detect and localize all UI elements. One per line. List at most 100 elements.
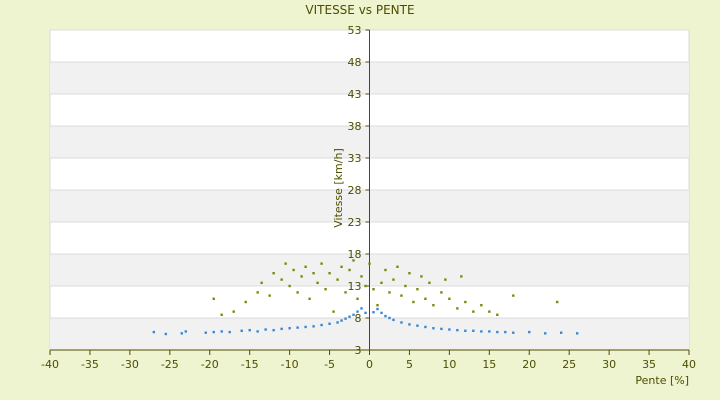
data-point-series-1 xyxy=(280,278,283,281)
x-tick-label: -15 xyxy=(241,358,259,371)
x-tick-label: -35 xyxy=(81,358,99,371)
y-tick-label: 28 xyxy=(348,184,362,197)
x-tick-label: -20 xyxy=(201,358,219,371)
data-point-series-2 xyxy=(360,307,363,310)
data-point-series-1 xyxy=(424,297,427,300)
y-tick-label: 38 xyxy=(348,120,362,133)
data-point-series-2 xyxy=(152,330,156,334)
data-point-series-1 xyxy=(464,300,467,304)
data-point-series-1 xyxy=(388,291,391,294)
x-tick-label: 25 xyxy=(562,358,576,371)
y-tick-label: 48 xyxy=(348,56,362,69)
data-point-series-2 xyxy=(424,325,427,329)
data-point-series-1 xyxy=(352,259,355,262)
data-point-series-2 xyxy=(560,331,563,334)
data-point-series-2 xyxy=(296,326,299,329)
data-point-series-1 xyxy=(232,310,235,313)
data-point-series-2 xyxy=(352,313,355,316)
data-point-series-1 xyxy=(428,281,431,284)
y-tick-label: 33 xyxy=(348,152,362,165)
x-tick-label: -25 xyxy=(161,358,179,371)
data-point-series-1 xyxy=(348,268,351,272)
data-point-series-2 xyxy=(348,315,351,318)
data-point-series-1 xyxy=(260,281,263,284)
data-point-series-2 xyxy=(448,328,451,331)
data-point-series-2 xyxy=(416,324,419,327)
data-point-series-1 xyxy=(312,272,315,275)
data-point-series-1 xyxy=(320,262,323,265)
data-point-series-2 xyxy=(440,327,443,331)
data-point-series-2 xyxy=(272,328,275,332)
data-point-series-1 xyxy=(444,278,447,281)
data-point-series-2 xyxy=(256,330,259,333)
data-point-series-1 xyxy=(368,262,371,265)
data-point-series-2 xyxy=(344,317,347,320)
data-point-series-1 xyxy=(256,291,259,294)
data-point-series-1 xyxy=(372,288,375,291)
data-point-series-2 xyxy=(312,325,315,328)
data-point-series-2 xyxy=(228,330,231,334)
data-point-series-2 xyxy=(264,328,267,331)
x-tick-label: 30 xyxy=(602,358,616,371)
x-tick-label: -40 xyxy=(41,358,59,371)
data-point-series-2 xyxy=(400,321,403,324)
data-point-series-1 xyxy=(292,268,295,272)
y-tick-label: 3 xyxy=(355,344,362,357)
data-point-series-2 xyxy=(544,332,547,335)
data-point-series-2 xyxy=(376,307,379,311)
x-tick-label: -30 xyxy=(121,358,139,371)
data-point-series-2 xyxy=(356,310,359,313)
data-point-series-2 xyxy=(340,319,343,322)
data-point-series-1 xyxy=(324,288,327,291)
data-point-series-1 xyxy=(268,294,271,297)
y-tick-label: 8 xyxy=(355,312,362,325)
data-point-series-1 xyxy=(332,310,335,313)
data-point-series-1 xyxy=(456,307,459,310)
data-point-series-1 xyxy=(384,268,387,272)
data-point-series-2 xyxy=(180,332,183,335)
data-point-series-1 xyxy=(412,300,415,304)
data-point-series-2 xyxy=(220,330,223,333)
data-point-series-1 xyxy=(396,265,399,268)
data-point-series-1 xyxy=(496,313,499,316)
data-point-series-2 xyxy=(392,318,395,322)
data-point-series-2 xyxy=(336,321,339,324)
data-point-series-2 xyxy=(372,311,375,314)
data-point-series-2 xyxy=(480,330,483,333)
data-point-series-1 xyxy=(376,304,379,307)
data-point-series-1 xyxy=(420,275,423,278)
x-tick-label: 10 xyxy=(442,358,456,371)
x-tick-label: 15 xyxy=(482,358,496,371)
data-point-series-2 xyxy=(504,330,507,334)
x-tick-label: 20 xyxy=(522,358,536,371)
data-point-series-1 xyxy=(244,300,247,304)
data-point-series-2 xyxy=(164,332,168,336)
data-point-series-1 xyxy=(308,297,311,300)
x-axis-title: Pente [%] xyxy=(635,374,689,387)
data-point-series-1 xyxy=(272,272,275,275)
data-point-series-2 xyxy=(388,316,391,320)
x-tick-label: -10 xyxy=(281,358,299,371)
data-point-series-1 xyxy=(364,284,367,288)
data-point-series-1 xyxy=(356,297,359,300)
data-point-series-1 xyxy=(448,297,451,300)
x-tick-label: 40 xyxy=(682,358,696,371)
data-point-series-2 xyxy=(184,330,187,333)
data-point-series-1 xyxy=(300,275,303,278)
data-point-series-1 xyxy=(488,310,491,313)
data-point-series-1 xyxy=(460,275,463,278)
x-tick-label: 35 xyxy=(642,358,656,371)
data-point-series-1 xyxy=(380,281,383,284)
data-point-series-1 xyxy=(392,278,395,281)
x-tick-label: 0 xyxy=(366,358,373,371)
data-point-series-2 xyxy=(280,327,283,331)
x-tick-label: 5 xyxy=(406,358,413,371)
data-point-series-1 xyxy=(440,291,443,294)
data-point-series-1 xyxy=(296,291,299,294)
data-point-series-2 xyxy=(456,328,459,332)
data-point-series-1 xyxy=(316,281,319,284)
data-point-series-2 xyxy=(248,328,251,332)
data-point-series-2 xyxy=(384,314,387,318)
x-tick-label: -5 xyxy=(324,358,335,371)
